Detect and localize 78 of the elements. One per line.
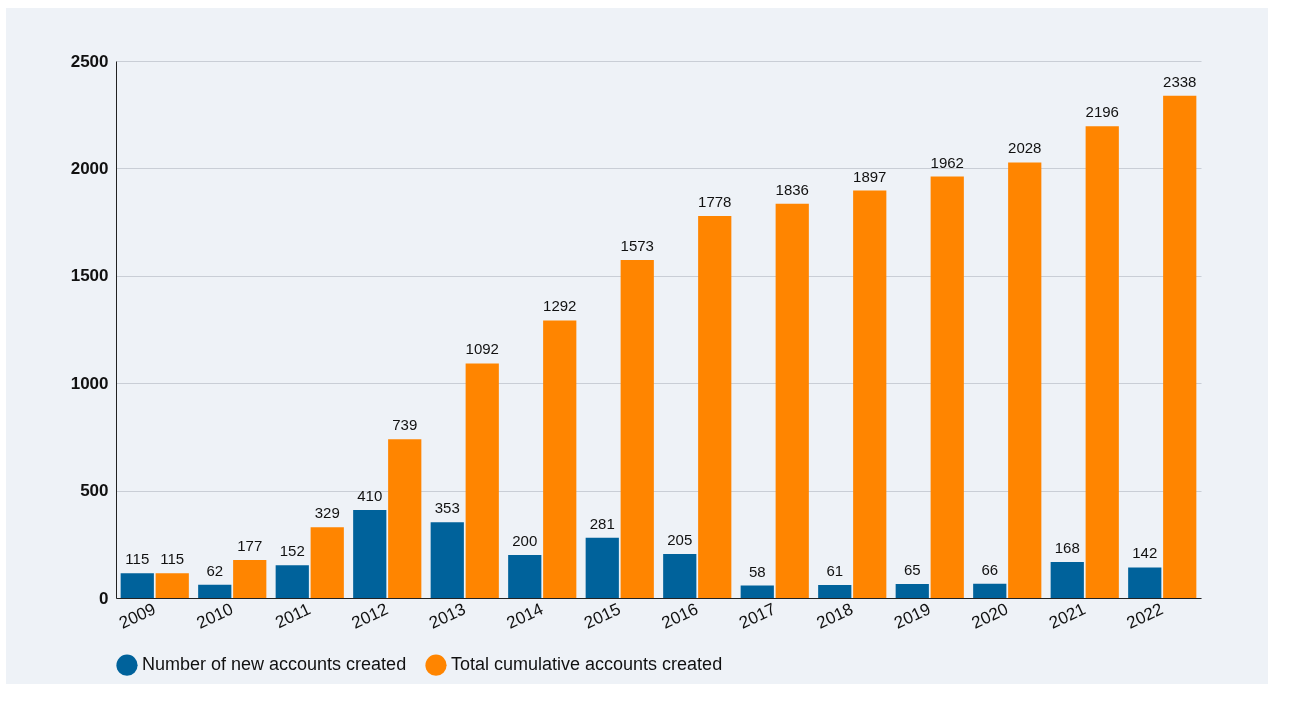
bar bbox=[620, 260, 654, 598]
legend-label: Number of new accounts created bbox=[142, 654, 407, 675]
x-tick-label: 2019 bbox=[891, 599, 934, 633]
data-label: 2338 bbox=[1163, 72, 1197, 90]
data-label: 142 bbox=[1132, 544, 1158, 562]
data-label: 1292 bbox=[543, 297, 577, 315]
x-tick-label: 2022 bbox=[1123, 599, 1167, 633]
bar bbox=[310, 527, 344, 598]
bar bbox=[895, 584, 929, 598]
x-tick-label: 2017 bbox=[736, 599, 779, 633]
data-label: 1573 bbox=[620, 237, 654, 255]
data-label: 1092 bbox=[465, 340, 499, 358]
data-label: 58 bbox=[748, 562, 766, 580]
bar bbox=[585, 537, 619, 598]
bar bbox=[1085, 126, 1119, 598]
bar bbox=[1008, 162, 1042, 598]
data-label: 65 bbox=[903, 561, 921, 579]
bar bbox=[198, 584, 232, 598]
data-label: 1962 bbox=[930, 153, 964, 171]
bar bbox=[120, 573, 154, 598]
data-label: 115 bbox=[160, 550, 185, 568]
x-tick-label: 2021 bbox=[1046, 599, 1089, 633]
data-label: 200 bbox=[512, 532, 538, 550]
bar bbox=[430, 522, 464, 598]
data-label: 152 bbox=[279, 542, 305, 560]
bar bbox=[233, 559, 267, 598]
data-label: 2196 bbox=[1085, 103, 1119, 121]
x-tick-label: 2016 bbox=[658, 599, 702, 633]
bar bbox=[818, 584, 852, 598]
x-tick-label: 2013 bbox=[426, 599, 469, 633]
y-tick-label: 2500 bbox=[70, 51, 109, 71]
data-label: 1778 bbox=[698, 193, 732, 211]
bar bbox=[1128, 567, 1162, 598]
bar bbox=[508, 555, 542, 598]
y-tick-label: 1000 bbox=[70, 373, 109, 393]
y-tick-label: 1500 bbox=[70, 266, 109, 286]
x-tick-label: 2009 bbox=[116, 599, 159, 633]
bar bbox=[155, 573, 189, 598]
x-tick-label: 2011 bbox=[272, 599, 314, 633]
bar bbox=[1163, 95, 1197, 598]
x-tick-label: 2020 bbox=[968, 599, 1012, 633]
bar bbox=[388, 439, 422, 598]
y-tick-label: 2000 bbox=[70, 158, 109, 178]
bar bbox=[663, 553, 697, 598]
y-tick-label: 0 bbox=[99, 588, 109, 608]
data-label: 62 bbox=[206, 561, 224, 579]
data-label: 205 bbox=[667, 530, 693, 548]
bar bbox=[275, 565, 309, 598]
data-label: 329 bbox=[314, 504, 340, 522]
data-label: 739 bbox=[392, 416, 418, 434]
data-label: 1836 bbox=[775, 180, 809, 198]
data-label: 66 bbox=[981, 560, 999, 578]
x-tick-label: 2018 bbox=[813, 599, 857, 633]
bar bbox=[543, 320, 577, 598]
bar bbox=[353, 509, 387, 598]
data-label: 168 bbox=[1054, 538, 1080, 556]
data-label: 410 bbox=[357, 486, 383, 504]
bar bbox=[698, 216, 732, 598]
y-tick-label: 500 bbox=[80, 481, 109, 501]
data-label: 115 bbox=[125, 550, 150, 568]
bar bbox=[775, 203, 809, 598]
data-label: 61 bbox=[826, 561, 844, 579]
bar bbox=[465, 363, 499, 598]
data-label: 353 bbox=[434, 499, 460, 517]
bar bbox=[1050, 561, 1084, 598]
x-tick-label: 2014 bbox=[503, 599, 547, 633]
bar bbox=[973, 583, 1007, 598]
data-label: 281 bbox=[589, 514, 615, 532]
data-label: 177 bbox=[237, 536, 263, 554]
data-label: 2028 bbox=[1008, 139, 1042, 157]
bar bbox=[930, 176, 964, 598]
data-label: 1897 bbox=[853, 167, 887, 185]
x-tick-label: 2012 bbox=[348, 599, 392, 633]
bar bbox=[853, 190, 887, 598]
x-tick-label: 2010 bbox=[193, 599, 237, 633]
x-tick-label: 2015 bbox=[581, 599, 624, 633]
legend-label: Total cumulative accounts created bbox=[451, 654, 723, 675]
bar bbox=[740, 585, 774, 598]
